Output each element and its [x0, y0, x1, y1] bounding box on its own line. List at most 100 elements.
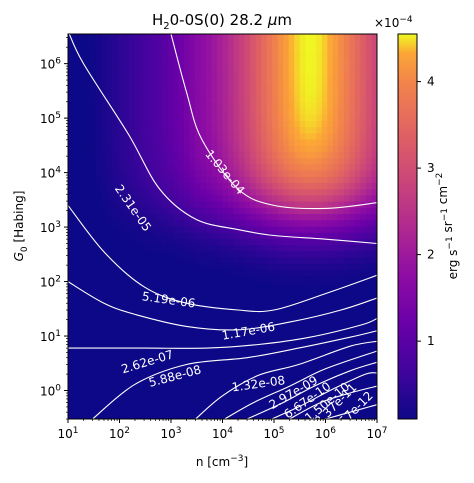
heatmap-cell [283, 214, 290, 221]
heatmap-cell [283, 102, 290, 110]
heatmap-cell [211, 363, 218, 370]
heatmap-cell [112, 102, 119, 110]
heatmap-cell [228, 325, 235, 333]
heatmap-cell [233, 195, 240, 203]
heatmap-cell [205, 288, 213, 296]
heatmap-cell [95, 406, 102, 414]
heatmap-cell [349, 245, 356, 252]
heatmap-cell [106, 114, 113, 122]
heatmap-cell [189, 338, 196, 346]
heatmap-cell [360, 381, 367, 389]
heatmap-cell [327, 145, 334, 153]
heatmap-cell [167, 89, 174, 97]
heatmap-cell [106, 195, 113, 203]
heatmap-cell [117, 288, 124, 296]
colorbar-label: erg s−1 sr−1 cm−2 [435, 173, 460, 280]
heatmap-cell [233, 251, 240, 259]
heatmap-cell [161, 381, 168, 389]
heatmap-cell [106, 294, 113, 302]
heatmap-cell [139, 34, 146, 41]
heatmap-cell [277, 350, 284, 358]
heatmap-cell [112, 139, 119, 147]
heatmap-cell [272, 58, 279, 66]
heatmap-cell [123, 139, 130, 147]
heatmap-cell [101, 269, 108, 277]
heatmap-cell [272, 127, 279, 134]
heatmap-cell [167, 195, 174, 203]
heatmap-cell [354, 251, 362, 259]
heatmap-cell [79, 282, 86, 290]
heatmap-cell [194, 214, 202, 221]
heatmap-cell [250, 151, 257, 159]
heatmap-cell [283, 263, 290, 271]
heatmap-cell [167, 369, 174, 377]
heatmap-cell [294, 363, 301, 370]
heatmap-cell [299, 65, 306, 72]
heatmap-cell [272, 263, 279, 271]
heatmap-cell [299, 307, 306, 315]
heatmap-cell [277, 282, 284, 290]
y-tick-label: 103 [40, 220, 61, 235]
heatmap-cell [90, 251, 97, 259]
heatmap-cell [343, 151, 351, 159]
heatmap-cell [222, 151, 229, 159]
heatmap-cell [68, 120, 75, 128]
heatmap-cell [128, 158, 135, 165]
heatmap-cell [277, 207, 284, 215]
x-tick-label: 101 [57, 426, 78, 441]
heatmap-cell [117, 207, 124, 215]
heatmap-cell [371, 34, 377, 41]
heatmap-cell [161, 89, 168, 97]
heatmap-cell [299, 71, 306, 79]
heatmap-cell [360, 170, 367, 178]
heatmap-cell [343, 52, 351, 60]
heatmap-cell [167, 114, 174, 122]
heatmap-cell [349, 369, 356, 377]
heatmap-cell [68, 375, 75, 383]
contour-line [68, 317, 377, 349]
heatmap-cell [95, 34, 102, 41]
heatmap-cell [178, 276, 185, 283]
heatmap-cell [365, 319, 373, 327]
heatmap-cell [183, 108, 190, 116]
heatmap-cell [167, 52, 174, 60]
heatmap-cell [343, 400, 351, 408]
heatmap-cell [310, 89, 317, 97]
heatmap-cell [178, 313, 185, 321]
heatmap-cell [261, 251, 268, 259]
heatmap-cell [316, 189, 323, 197]
heatmap-cell [277, 245, 284, 252]
heatmap-cell [106, 282, 113, 290]
heatmap-cell [266, 52, 273, 60]
heatmap-cell [222, 120, 229, 128]
heatmap-cell [294, 387, 301, 395]
heatmap-cell [73, 276, 80, 283]
heatmap-cell [365, 313, 373, 321]
heatmap-cell [228, 307, 235, 315]
heatmap-cell [222, 83, 229, 91]
heatmap-cell [211, 319, 218, 327]
heatmap-cell [167, 170, 174, 178]
heatmap-cell [332, 34, 339, 41]
heatmap-cell [200, 338, 207, 346]
heatmap-cell [194, 369, 202, 377]
heatmap-cell [250, 245, 257, 252]
heatmap-cell [299, 176, 306, 184]
heatmap-cell [183, 263, 190, 271]
heatmap-cell [299, 145, 306, 153]
heatmap-cell [299, 269, 306, 277]
heatmap-cell [294, 325, 301, 333]
heatmap-cell [321, 77, 328, 85]
heatmap-cell [200, 332, 207, 339]
heatmap-cell [261, 189, 268, 197]
heatmap-cell [211, 238, 218, 246]
heatmap-cell [332, 387, 339, 395]
heatmap-cell [266, 238, 273, 246]
heatmap-cell [200, 34, 207, 41]
heatmap-cell [112, 127, 119, 134]
heatmap-cell [354, 207, 362, 215]
heatmap-cell [216, 102, 224, 110]
heatmap-cell [106, 108, 113, 116]
heatmap-cell [222, 381, 229, 389]
heatmap-cell [283, 108, 290, 116]
